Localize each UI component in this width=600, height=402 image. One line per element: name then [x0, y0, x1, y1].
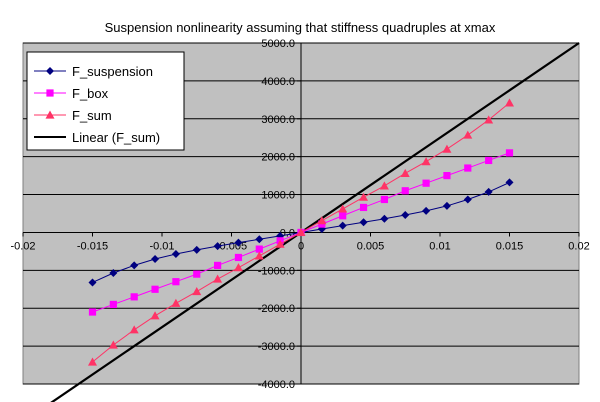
data-point-f-sum: [359, 192, 369, 201]
chart-title: Suspension nonlinearity assuming that st…: [105, 20, 496, 35]
data-point-f-suspension: [422, 206, 431, 215]
series-layer: [88, 98, 514, 366]
data-point-f-sum: [400, 168, 410, 177]
x-tick-label: 0: [298, 240, 304, 252]
y-tick-label: 2000.0: [261, 152, 295, 164]
legend-marker-f-suspension: [46, 67, 54, 75]
data-point-f-sum: [463, 130, 473, 139]
legend-label-linear-f-sum-: Linear (F_sum): [72, 130, 160, 145]
data-point-f-suspension: [380, 214, 389, 223]
data-point-f-suspension: [463, 195, 472, 204]
x-tick-label: 0.015: [496, 240, 524, 252]
y-tick-label: -3000.0: [258, 341, 295, 353]
data-point-f-sum: [275, 239, 285, 248]
x-tick-label: 0.005: [357, 240, 385, 252]
data-point-f-suspension: [442, 201, 451, 210]
data-point-f-box: [193, 270, 201, 278]
data-point-f-sum: [317, 216, 327, 225]
data-point-f-suspension: [401, 211, 410, 220]
data-point-f-sum: [254, 251, 264, 260]
x-tick-label: 0.02: [568, 240, 589, 252]
legend-marker-f-sum: [45, 110, 55, 119]
data-point-f-suspension: [213, 242, 222, 251]
data-point-f-suspension: [151, 254, 160, 263]
data-point-f-box: [422, 179, 430, 187]
data-point-f-box: [380, 195, 388, 204]
data-point-f-box: [485, 156, 493, 165]
data-point-f-suspension: [484, 187, 493, 196]
data-point-f-box: [255, 245, 263, 253]
data-point-f-sum: [129, 325, 139, 334]
data-point-f-box: [151, 285, 159, 293]
data-point-f-sum: [338, 204, 348, 213]
y-tick-label: 3000.0: [261, 114, 295, 126]
data-point-f-suspension: [505, 178, 514, 187]
data-point-f-suspension: [171, 250, 180, 259]
data-point-f-box: [401, 187, 409, 195]
data-point-f-sum: [150, 311, 160, 320]
data-point-f-box: [359, 203, 368, 212]
y-tick-label: -2000.0: [258, 303, 295, 315]
data-point-f-box: [339, 212, 347, 220]
x-tick-label: -0.01: [149, 240, 174, 252]
data-point-f-sum: [213, 274, 223, 283]
data-point-f-sum: [296, 227, 306, 237]
data-point-f-sum: [108, 340, 118, 349]
tick-labels: -0.02 -0.015 -0.01 -0.005 0 0.005 0.01 0.015 0.0…: [10, 38, 589, 391]
data-point-f-suspension: [192, 245, 201, 254]
legend: F_suspension F_box F_sum Linear (F_sum): [26, 51, 185, 151]
x-tick-label: 0.01: [429, 240, 450, 252]
legend-label-f-sum: F_sum: [72, 108, 112, 123]
y-tick-label: -4000.0: [258, 379, 295, 391]
data-point-f-box: [214, 261, 222, 270]
data-point-f-sum: [379, 181, 389, 190]
data-point-f-suspension: [338, 221, 347, 230]
data-point-f-box: [464, 164, 472, 172]
data-point-f-sum: [442, 144, 452, 153]
data-point-f-box: [88, 308, 97, 316]
data-point-f-sum: [505, 98, 514, 107]
data-point-f-suspension: [234, 238, 243, 247]
data-point-f-suspension: [130, 261, 139, 270]
data-point-f-suspension: [255, 235, 264, 244]
y-tick-label: 5000.0: [261, 38, 295, 50]
data-point-f-sum: [233, 263, 243, 272]
data-point-f-suspension: [109, 268, 118, 277]
data-point-f-box: [505, 149, 514, 157]
data-point-f-box: [130, 293, 138, 301]
legend-box: [26, 51, 185, 151]
legend-label-f-suspension: F_suspension: [72, 64, 153, 79]
data-point-f-sum: [88, 357, 97, 366]
y-tick-label: 1000.0: [261, 190, 295, 202]
data-point-f-box: [109, 300, 117, 309]
legend-label-f-box: F_box: [72, 86, 109, 101]
data-point-f-suspension: [359, 218, 368, 227]
x-tick-label: -0.02: [10, 240, 35, 252]
y-tick-label: -1000.0: [258, 265, 295, 277]
data-point-f-box: [172, 278, 180, 286]
y-tick-label: 4000.0: [261, 76, 295, 88]
data-point-f-box: [234, 253, 243, 262]
data-point-f-sum: [171, 298, 181, 307]
trendline-layer: [50, 42, 580, 402]
trendline-linear-f-sum: [50, 42, 580, 402]
x-tick-label: -0.015: [77, 240, 108, 252]
data-point-f-sum: [192, 287, 202, 296]
data-point-f-suspension: [88, 278, 97, 287]
data-point-f-sum: [484, 115, 494, 124]
legend-marker-f-box: [46, 89, 54, 97]
data-point-f-sum: [421, 157, 431, 166]
data-point-f-box: [443, 172, 451, 180]
